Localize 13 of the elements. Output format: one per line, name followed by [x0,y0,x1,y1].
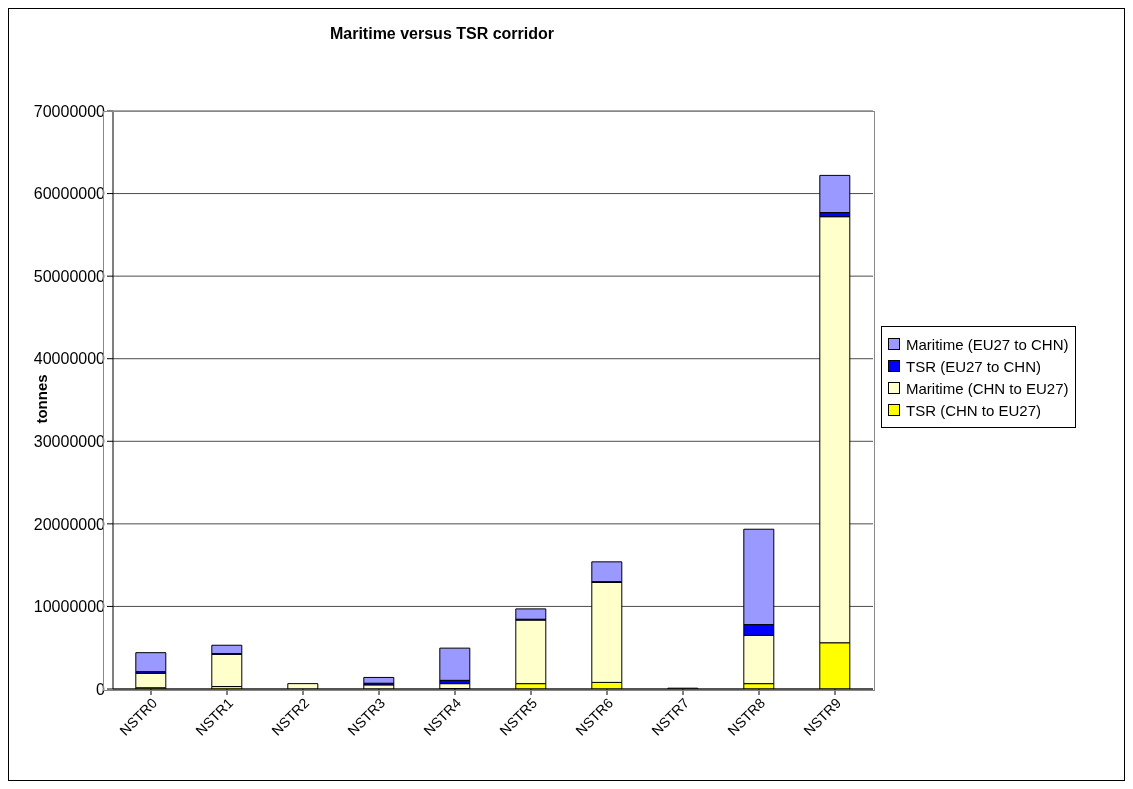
y-tick-label: 40000000 [33,350,106,368]
legend-label: Maritime (EU27 to CHN) [906,335,1069,353]
legend-label: Maritime (CHN to EU27) [906,379,1069,397]
y-tick-label: 20000000 [33,515,106,533]
y-tick-label: 60000000 [33,185,106,203]
legend-label: TSR (CHN to EU27) [906,401,1042,419]
legend-label: TSR (EU27 to CHN) [906,357,1042,375]
y-tick-label: 50000000 [33,267,106,285]
y-tick-label: 10000000 [33,598,106,616]
chart-title: Maritime versus TSR corridor [328,25,556,43]
y-tick-label: 30000000 [33,432,106,450]
y-axis-title: tonnes [33,374,51,424]
y-tick-label: 70000000 [33,102,106,120]
